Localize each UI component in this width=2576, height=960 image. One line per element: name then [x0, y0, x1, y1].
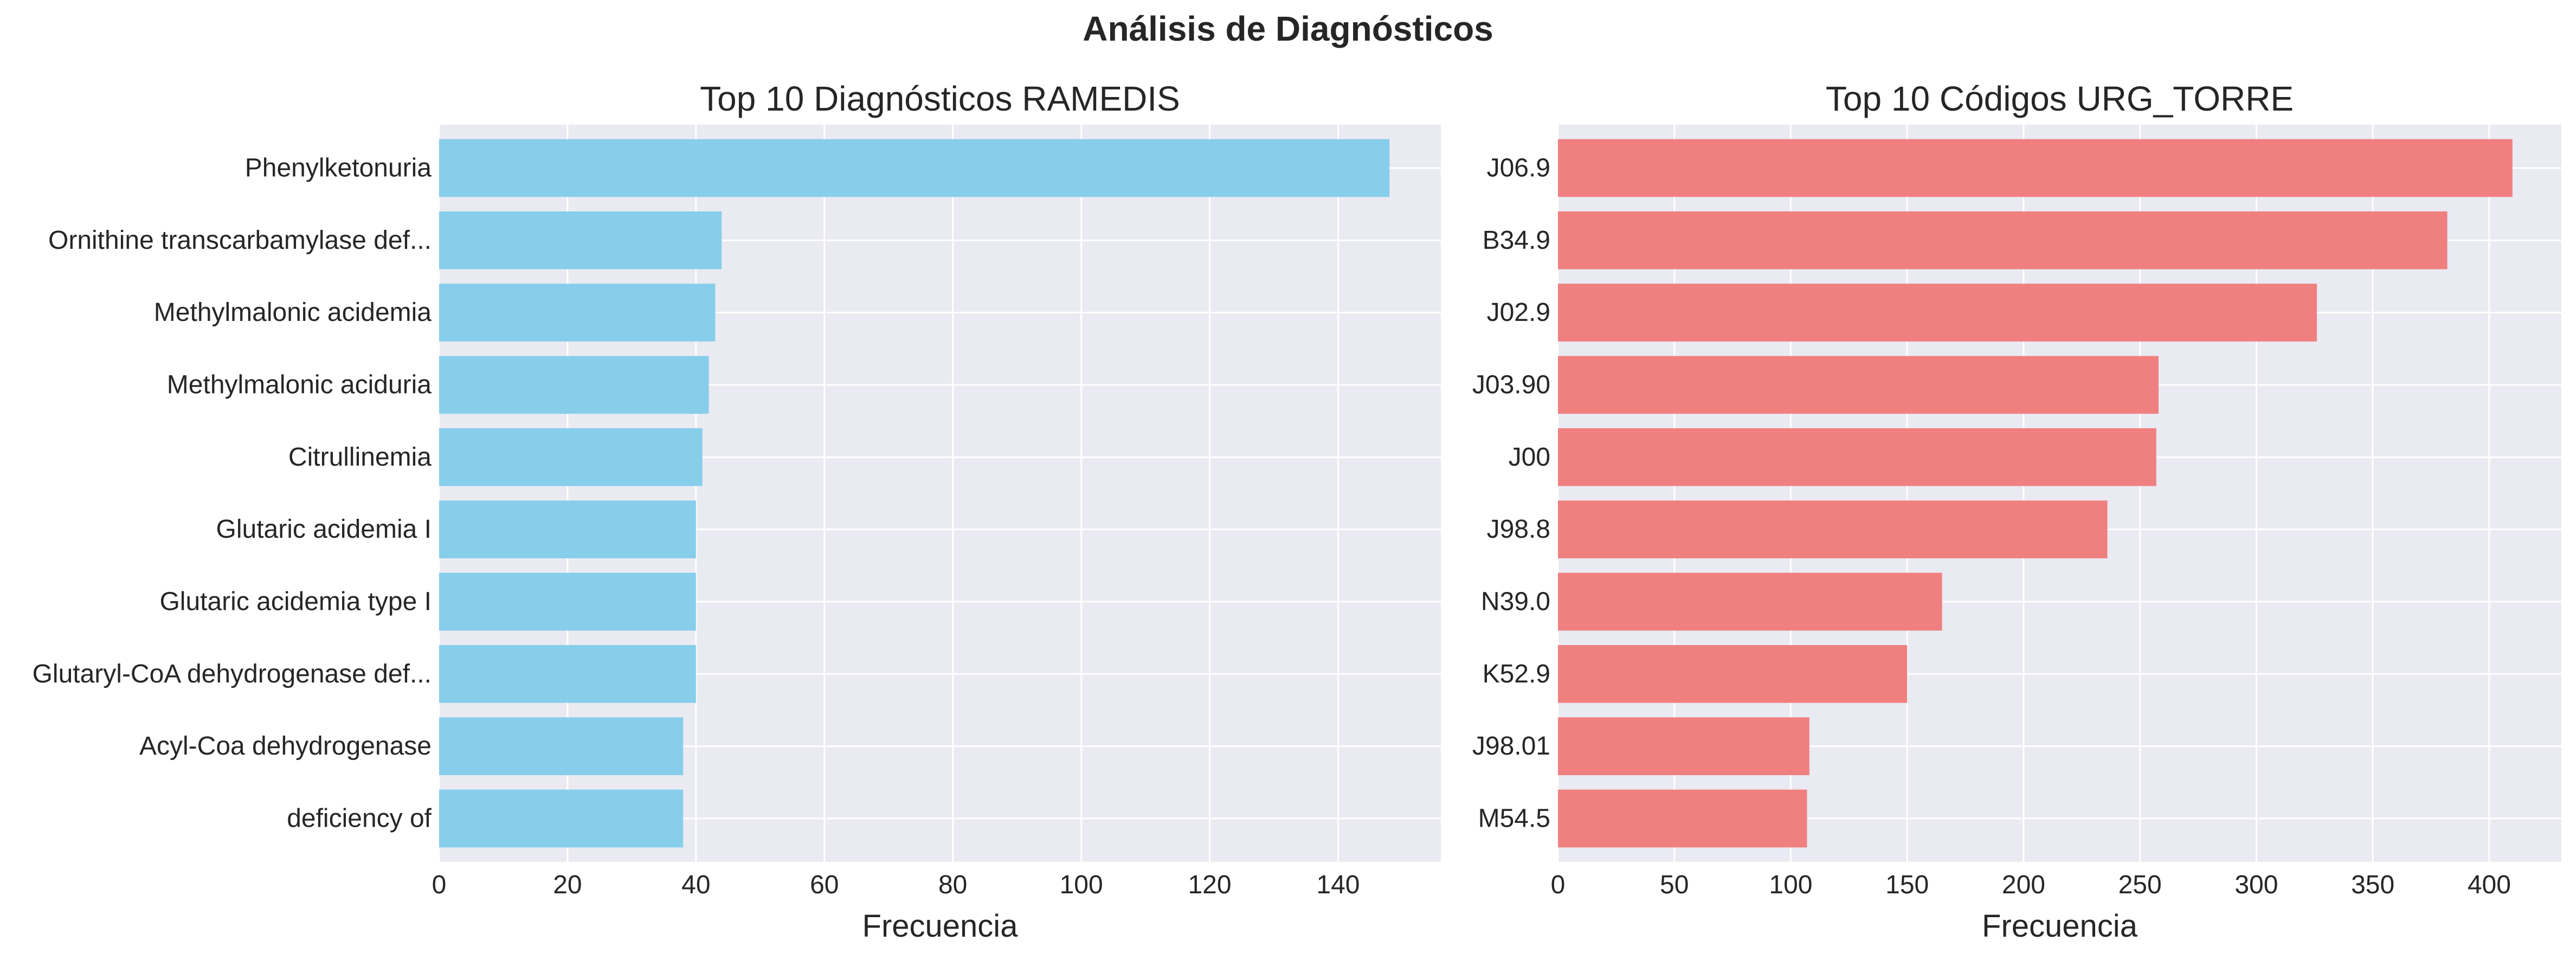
x-tick-label: 350: [2351, 871, 2394, 899]
y-tick-label: J00: [1509, 443, 1550, 472]
bar: [1558, 211, 2448, 269]
bar: [1558, 428, 2156, 486]
bar: [1558, 139, 2513, 197]
bar: [1558, 284, 2317, 342]
bar: [439, 211, 722, 269]
y-tick-label: J06.9: [1487, 154, 1550, 183]
bar: [1558, 645, 1908, 703]
x-tick-label: 150: [1885, 871, 1929, 899]
y-tick-label: M54.5: [1478, 804, 1550, 833]
x-tick-label: 300: [2234, 871, 2278, 899]
x-tick-label: 40: [681, 871, 710, 899]
bar: [439, 284, 716, 342]
bar: [1558, 500, 2108, 558]
bar: [439, 789, 684, 848]
y-tick-label: B34.9: [1483, 226, 1550, 255]
bar: [439, 500, 696, 558]
x-tick-label: 60: [810, 871, 839, 899]
bar: [1558, 789, 1807, 848]
bar: [439, 645, 696, 703]
x-tick-label: 400: [2468, 871, 2511, 899]
bar: [439, 572, 696, 631]
chart-urg-torre: J06.9 B34.9 J02.9 J03.90 J00 J98.8 N39.0 K52.9 J…: [1472, 79, 2561, 944]
y-tick-label: J02.9: [1487, 298, 1550, 327]
x-tick-label: 50: [1660, 871, 1689, 899]
y-tick-label: Glutaryl-CoA dehydrogenase def...: [33, 660, 432, 688]
y-tick-label: Citrullinemia: [288, 443, 432, 472]
chart-title: Top 10 Diagnósticos RAMEDIS: [700, 79, 1180, 118]
x-tick-label: 80: [938, 871, 967, 899]
y-tick-label: K52.9: [1483, 660, 1550, 688]
x-tick-label: 250: [2118, 871, 2162, 899]
y-tick-label: Glutaric acidemia I: [216, 515, 432, 544]
y-tick-label: N39.0: [1481, 588, 1550, 616]
y-tick-label: J98.01: [1472, 732, 1550, 761]
x-tick-label: 140: [1316, 871, 1360, 899]
bar: [1558, 717, 1809, 775]
x-tick-label: 0: [432, 871, 447, 899]
y-tick-label: Acyl-Coa dehydrogenase: [139, 732, 432, 761]
y-tick-label: deficiency of: [287, 804, 432, 833]
x-tick-label: 100: [1060, 871, 1103, 899]
y-tick-label: Ornithine transcarbamylase def...: [48, 226, 432, 255]
y-tick-label: Methylmalonic aciduria: [167, 371, 432, 400]
x-axis-label: Frecuencia: [1982, 909, 2138, 944]
x-tick-label: 20: [553, 871, 582, 899]
y-tick-label: J03.90: [1472, 371, 1550, 400]
y-tick-label: Glutaric acidemia type I: [159, 588, 432, 616]
bar: [439, 139, 1390, 197]
y-tick-label: J98.8: [1487, 515, 1550, 544]
x-tick-label: 100: [1769, 871, 1812, 899]
bar: [1558, 356, 2159, 414]
bar: [1558, 572, 1942, 631]
chart-title: Top 10 Códigos URG_TORRE: [1826, 79, 2294, 118]
y-tick-label: Phenylketonuria: [245, 154, 432, 183]
x-tick-label: 120: [1188, 871, 1231, 899]
y-tick-label: Methylmalonic acidemia: [154, 298, 432, 327]
bar: [439, 717, 684, 775]
x-tick-label: 0: [1551, 871, 1566, 899]
bar: [439, 356, 709, 414]
chart-ramedis: Phenylketonuria Ornithine transcarbamylas…: [33, 79, 1441, 944]
x-axis-label: Frecuencia: [862, 909, 1019, 944]
bar: [439, 428, 703, 486]
figure-title: Análisis de Diagnósticos: [1083, 9, 1493, 48]
x-tick-label: 200: [2002, 871, 2045, 899]
